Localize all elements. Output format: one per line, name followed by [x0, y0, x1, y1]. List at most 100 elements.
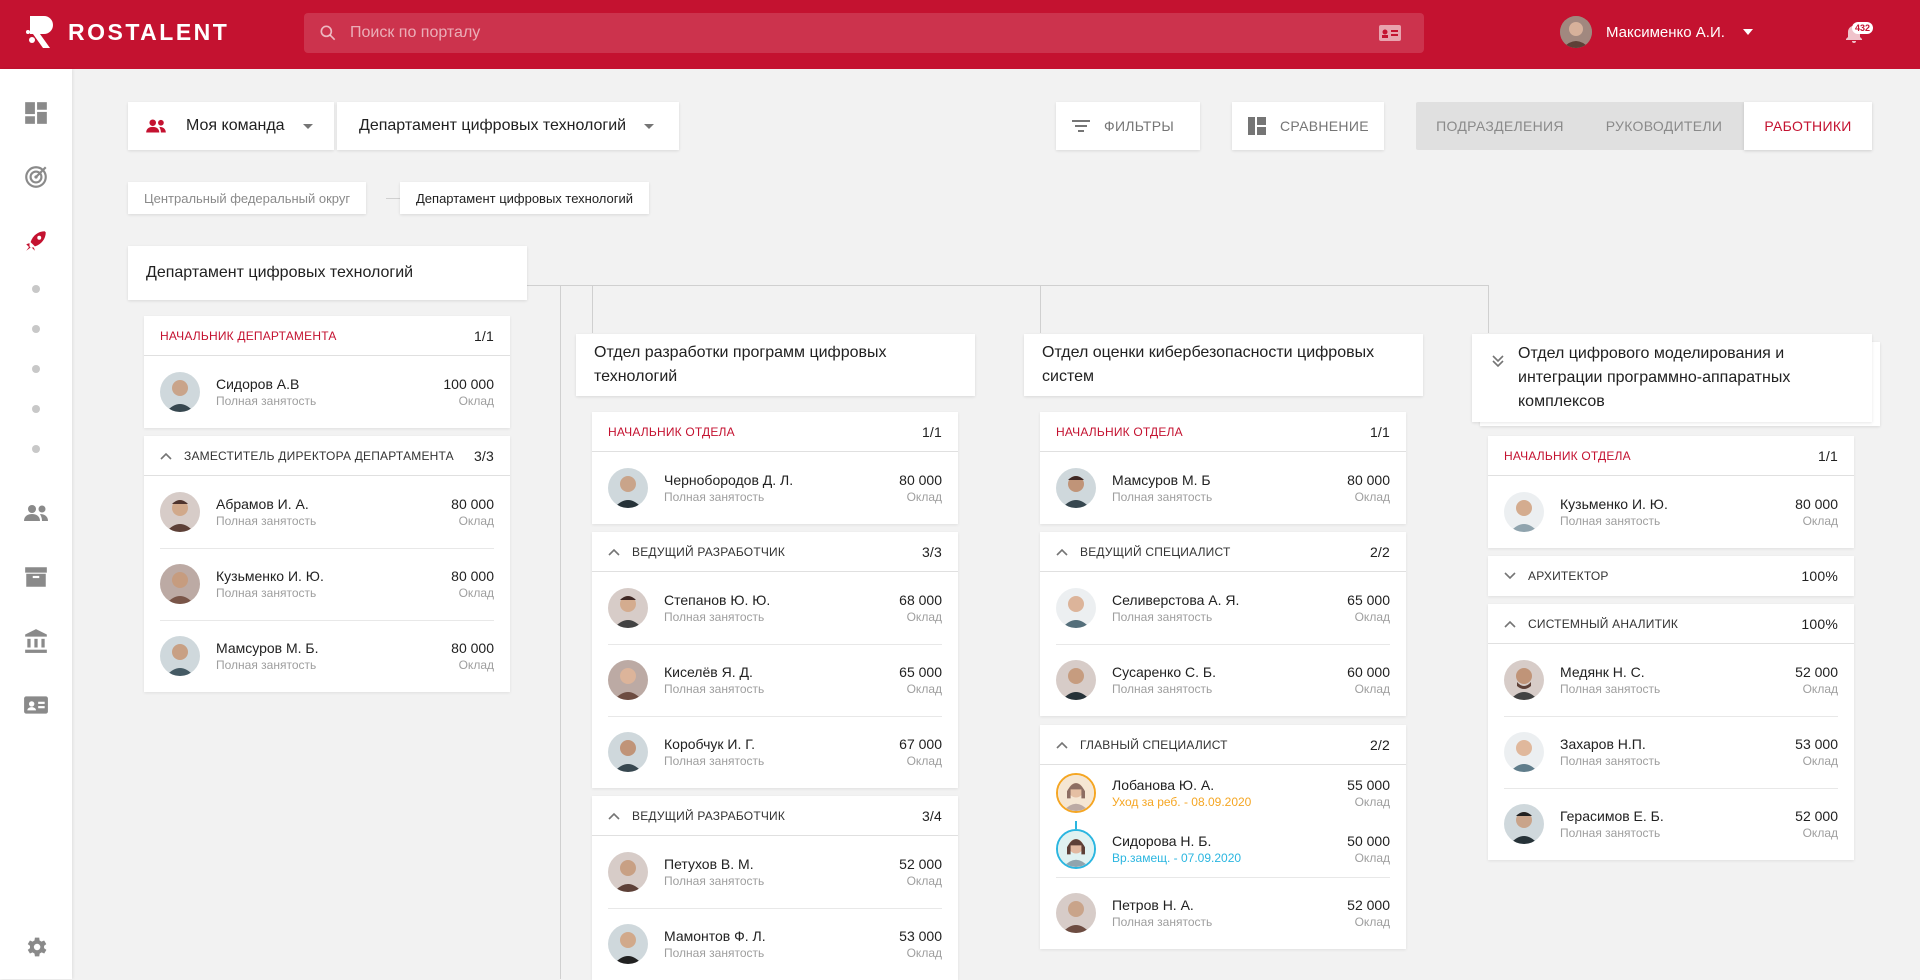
sidebar-subitem-dot[interactable]: [32, 445, 40, 453]
avatar: [608, 924, 648, 964]
search-bar[interactable]: Поиск по порталу: [304, 13, 1424, 53]
user-menu[interactable]: Максименко А.И.: [1560, 16, 1753, 48]
salary-label: Оклад: [458, 586, 494, 600]
chevron-up-icon[interactable]: [608, 812, 620, 820]
chevron-up-icon[interactable]: [1056, 548, 1068, 556]
id-card-icon[interactable]: [1378, 23, 1402, 43]
avatar: [608, 660, 648, 700]
group-header[interactable]: ЗАМЕСТИТЕЛЬ ДИРЕКТОРА ДЕПАРТАМЕНТА 3/3: [144, 436, 510, 476]
tab-managers[interactable]: РУКОВОДИТЕЛИ: [1605, 118, 1723, 134]
salary-amount: 80 000: [1347, 472, 1390, 488]
sidebar-item-dashboard[interactable]: [22, 99, 50, 127]
employee-row[interactable]: Петухов В. М. Полная занятость 52 000 Окла…: [592, 836, 958, 908]
employee-name: Селиверстова А. Я.: [1112, 592, 1240, 608]
tree-connector: [1488, 285, 1489, 333]
employee-row[interactable]: Лобанова Ю. А. Уход за реб. - 08.09.2020 …: [1040, 765, 1406, 821]
employment-status: Полная занятость: [1112, 915, 1213, 929]
employee-row[interactable]: Кузьменко И. Ю. Полная занятость 80 000 Ок…: [1488, 476, 1854, 548]
chevron-up-icon[interactable]: [1504, 620, 1516, 628]
compare-button[interactable]: СРАВНЕНИЕ: [1232, 102, 1384, 150]
employee-row[interactable]: Сусаренко С. Б. Полная занятость 60 000 Ок…: [1040, 644, 1406, 716]
group-header[interactable]: ГЛАВНЫЙ СПЕЦИАЛИСТ 2/2: [1040, 725, 1406, 765]
employee-row[interactable]: Петров Н. А. Полная занятость 52 000 Оклад: [1040, 877, 1406, 949]
caret-down-icon: [1742, 29, 1753, 35]
employee-row[interactable]: Мамонтов Ф. Л. Полная занятость 53 000 Окл…: [592, 908, 958, 980]
compare-label: СРАВНЕНИЕ: [1280, 118, 1369, 134]
salary-label: Оклад: [1354, 610, 1390, 624]
sidebar-subitem-dot[interactable]: [32, 325, 40, 333]
employee-row[interactable]: Кузьменко И. Ю. Полная занятость 80 000 Ок…: [144, 548, 510, 620]
salary-amount: 50 000: [1347, 833, 1390, 849]
compare-icon: [1248, 117, 1266, 135]
sidebar-subitem-dot[interactable]: [32, 365, 40, 373]
employee-row[interactable]: Медянк Н. С. Полная занятость 52 000 Оклад: [1488, 644, 1854, 716]
employee-row[interactable]: Киселёв Я. Д. Полная занятость 65 000 Окла…: [592, 644, 958, 716]
employment-status: Полная занятость: [1112, 610, 1213, 624]
sidebar-item-contacts[interactable]: [22, 691, 50, 719]
people-icon: [146, 119, 166, 133]
employee-row[interactable]: Коробчук И. Г. Полная занятость 67 000 Окл…: [592, 716, 958, 788]
employee-row[interactable]: Абрамов И. А. Полная занятость 80 000 Окла…: [144, 476, 510, 548]
sidebar-subitem-dot[interactable]: [32, 405, 40, 413]
group-title: ГЛАВНЫЙ СПЕЦИАЛИСТ: [1080, 737, 1228, 752]
salary-amount: 80 000: [451, 496, 494, 512]
chevron-up-icon[interactable]: [160, 452, 172, 460]
breadcrumb-item[interactable]: Центральный федеральный округ: [128, 182, 367, 214]
breadcrumb-item-current: Департамент цифровых технологий: [400, 182, 650, 214]
sidebar-subitem-dot[interactable]: [32, 285, 40, 293]
group-count: 1/1: [473, 327, 494, 344]
employee-row[interactable]: Герасимов Е. Б. Полная занятость 52 000 Ок…: [1488, 788, 1854, 860]
avatar: [608, 468, 648, 508]
group-header[interactable]: СИСТЕМНЫЙ АНАЛИТИК 100%: [1488, 604, 1854, 644]
group-title: ВЕДУЩИЙ СПЕЦИАЛИСТ: [1080, 544, 1231, 559]
group-header[interactable]: ВЕДУЩИЙ СПЕЦИАЛИСТ 2/2: [1040, 532, 1406, 572]
sidebar-item-goals[interactable]: [22, 163, 50, 191]
avatar: [1056, 588, 1096, 628]
chevron-down-icon[interactable]: [1504, 572, 1516, 580]
filters-button[interactable]: ФИЛЬТРЫ: [1056, 102, 1200, 150]
sidebar-item-institution[interactable]: [22, 627, 50, 655]
chevron-up-icon[interactable]: [608, 548, 620, 556]
team-select[interactable]: Моя команда: [128, 102, 334, 150]
group-count: 3/3: [473, 447, 494, 464]
employment-status: Полная занятость: [664, 874, 765, 888]
avatar: [1504, 804, 1544, 844]
avatar: [1056, 893, 1096, 933]
employee-name: Мамонтов Ф. Л.: [664, 928, 766, 944]
salary-amount: 100 000: [443, 376, 494, 392]
double-chevron-down-icon[interactable]: [1492, 354, 1504, 368]
employee-row[interactable]: Чернобородов Д. Л. Полная занятость 80 00…: [592, 452, 958, 524]
sidebar-item-settings[interactable]: [22, 933, 50, 961]
employee-row[interactable]: Селиверстова А. Я. Полная занятость 65 00…: [1040, 572, 1406, 644]
employee-row[interactable]: Мамсуров М. Б. Полная занятость 80 000 Окл…: [144, 620, 510, 692]
salary-label: Оклад: [1802, 754, 1838, 768]
unit-title[interactable]: Отдел оценки кибербезопасности цифровых …: [1024, 334, 1423, 396]
unit-title[interactable]: Отдел разработки программ цифровых техно…: [576, 334, 975, 396]
breadcrumb-separator: [386, 198, 400, 199]
department-select-value: Департамент цифровых технологий: [359, 117, 627, 134]
employee-row[interactable]: Захаров Н.П. Полная занятость 53 000 Оклад: [1488, 716, 1854, 788]
department-title[interactable]: Департамент цифровых технологий: [128, 246, 527, 300]
position-group: ВЕДУЩИЙ СПЕЦИАЛИСТ 2/2 Селиверстова А. Я…: [1040, 532, 1406, 716]
employee-row[interactable]: Сидоров А.В Полная занятость 100 000 Оклад: [144, 356, 510, 428]
search-input[interactable]: Поиск по порталу: [350, 24, 481, 41]
salary-label: Оклад: [458, 658, 494, 672]
logo[interactable]: ROSTALENT: [24, 14, 229, 50]
group-header[interactable]: АРХИТЕКТОР 100%: [1488, 556, 1854, 596]
sidebar-item-archive[interactable]: [22, 563, 50, 591]
chevron-up-icon[interactable]: [1056, 741, 1068, 749]
employee-row[interactable]: Степанов Ю. Ю. Полная занятость 68 000 Окл…: [592, 572, 958, 644]
tab-units[interactable]: ПОДРАЗДЕЛЕНИЯ: [1436, 118, 1564, 134]
group-header[interactable]: ВЕДУЩИЙ РАЗРАБОТЧИК 3/4: [592, 796, 958, 836]
group-count: 1/1: [921, 423, 942, 440]
employee-row[interactable]: Мамсуров М. Б Полная занятость 80 000 Окла…: [1040, 452, 1406, 524]
avatar: [1504, 732, 1544, 772]
rostalent-logo-icon: [26, 16, 53, 48]
sidebar-item-projects[interactable]: [22, 227, 50, 255]
group-header[interactable]: ВЕДУЩИЙ РАЗРАБОТЧИК 3/3: [592, 532, 958, 572]
tab-employees[interactable]: РАБОТНИКИ: [1744, 102, 1872, 150]
employee-row[interactable]: Сидорова Н. Б. Вр.замещ. - 07.09.2020 50 …: [1040, 821, 1406, 877]
department-select[interactable]: Департамент цифровых технологий: [337, 102, 679, 150]
sidebar-item-team[interactable]: [22, 499, 50, 527]
unit-title[interactable]: Отдел цифрового моделирования и интеграц…: [1472, 334, 1872, 422]
